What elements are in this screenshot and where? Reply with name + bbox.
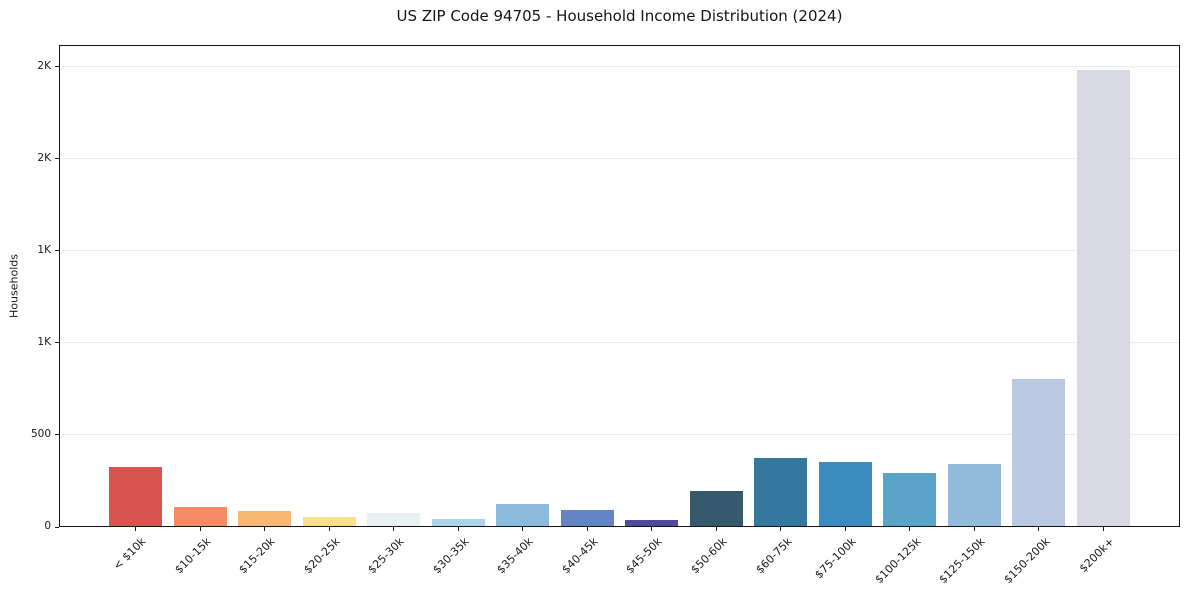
x-tick-mark — [973, 527, 975, 531]
x-tick-mark — [522, 527, 524, 531]
x-tick-mark — [457, 527, 459, 531]
x-tick-label-200k: $200k+ — [1076, 535, 1117, 576]
x-tick-mark — [909, 527, 911, 531]
plot-area — [59, 45, 1180, 527]
bar-75-100k — [818, 461, 872, 527]
bar-15-20k — [238, 511, 292, 527]
x-tick-mark — [393, 527, 395, 531]
gridline — [59, 158, 1180, 160]
x-tick-label-35-40k: $35-40k — [494, 535, 536, 577]
y-axis-label: Households — [7, 254, 21, 318]
x-tick-mark — [715, 527, 717, 531]
x-tick-mark — [199, 527, 201, 531]
x-tick-label-10k: < $10k — [111, 535, 149, 573]
bar-150-200k — [1012, 378, 1066, 527]
bar-40-45k — [560, 509, 614, 527]
y-tick-mark — [55, 66, 59, 68]
y-tick-mark — [55, 342, 59, 344]
y-tick-label: 1K — [37, 335, 51, 348]
x-tick-mark — [586, 527, 588, 531]
gridline — [59, 66, 1180, 68]
x-tick-label-15-20k: $15-20k — [236, 535, 278, 577]
gridline — [59, 434, 1180, 436]
y-tick-mark — [55, 434, 59, 436]
chart-title: US ZIP Code 94705 - Household Income Dis… — [396, 7, 843, 25]
y-tick-label: 0 — [44, 520, 51, 532]
y-tick-mark — [55, 158, 59, 160]
x-tick-label-50-60k: $50-60k — [688, 535, 730, 577]
y-tick-label: 2K — [37, 59, 51, 72]
bar-10k — [109, 466, 162, 527]
gridline — [59, 342, 1180, 344]
x-tick-mark — [328, 527, 330, 531]
x-tick-mark — [844, 527, 846, 531]
x-tick-mark — [651, 527, 653, 531]
x-tick-label-125-150k: $125-150k — [936, 535, 988, 587]
x-tick-label-150-200k: $150-200k — [1001, 535, 1053, 587]
x-tick-mark — [1103, 527, 1104, 531]
bar-125-150k — [947, 463, 1001, 527]
bar-100-125k — [883, 472, 937, 527]
bar-45-50k — [625, 519, 679, 527]
x-tick-label-25-30k: $25-30k — [365, 535, 407, 577]
x-tick-label-100-125k: $100-125k — [871, 535, 924, 587]
gridline — [59, 250, 1180, 252]
x-tick-label-10-15k: $10-15k — [171, 535, 214, 577]
y-tick-mark — [55, 526, 59, 528]
bar-200k — [1077, 70, 1130, 527]
x-tick-label-40-45k: $40-45k — [559, 535, 601, 577]
y-tick-label: 500 — [30, 427, 51, 440]
bar-50-60k — [689, 490, 743, 527]
y-tick-label: 2K — [37, 151, 51, 164]
x-tick-label-45-50k: $45-50k — [623, 535, 665, 577]
bar-25-30k — [367, 513, 421, 527]
x-tick-mark — [1038, 527, 1040, 531]
x-tick-mark — [264, 527, 266, 531]
bar-60-75k — [754, 457, 808, 527]
x-tick-label-30-35k: $30-35k — [430, 535, 472, 577]
y-tick-mark — [55, 250, 59, 252]
x-tick-label-20-25k: $20-25k — [301, 535, 343, 577]
x-tick-label-60-75k: $60-75k — [752, 535, 795, 577]
y-tick-label: 1K — [37, 243, 51, 256]
x-tick-label-75-100k: $75-100k — [812, 535, 859, 582]
bar-10-15k — [173, 506, 227, 527]
bar-20-25k — [302, 516, 356, 527]
x-tick-mark — [135, 527, 136, 531]
x-tick-mark — [780, 527, 782, 531]
bar-30-35k — [431, 518, 485, 527]
bar-35-40k — [496, 503, 550, 527]
